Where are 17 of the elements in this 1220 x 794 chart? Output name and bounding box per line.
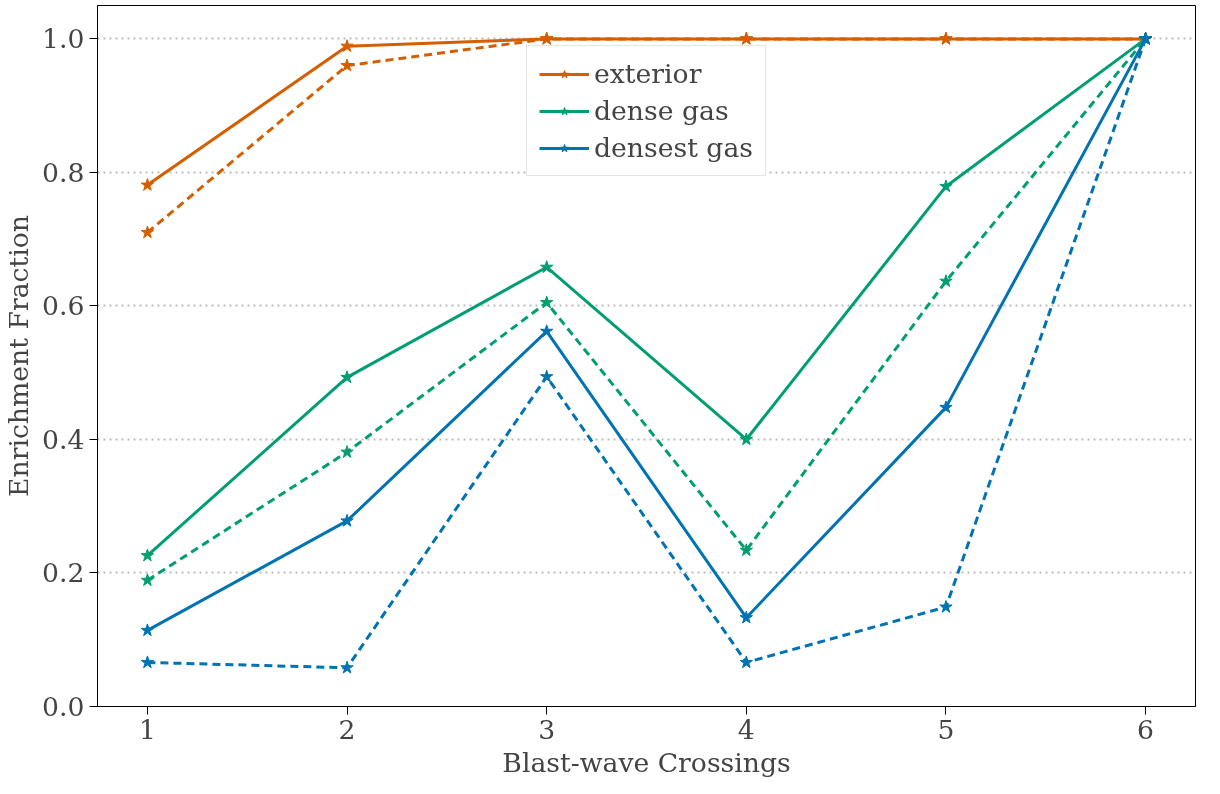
y-tick-label: 0.2 — [42, 557, 85, 589]
legend-label: densest gas — [594, 132, 753, 163]
y-tick-label: 0.4 — [42, 423, 85, 455]
x-tick-label: 4 — [737, 713, 755, 745]
legend-label: exterior — [594, 58, 702, 89]
x-tick-label: 2 — [338, 713, 356, 745]
legend-label: dense gas — [594, 95, 729, 126]
y-axis-title: Enrichment Fraction — [3, 215, 35, 497]
x-tick-label: 5 — [937, 713, 955, 745]
x-tick-label: 6 — [1137, 713, 1155, 745]
y-tick-label: 0.6 — [42, 290, 85, 322]
x-axis-title: Blast-wave Crossings — [502, 746, 791, 778]
y-tick-label: 0.8 — [42, 156, 85, 188]
x-tick-label: 1 — [138, 713, 156, 745]
x-tick-label: 3 — [538, 713, 556, 745]
y-tick-label: 1.0 — [42, 23, 85, 55]
y-tick-label: 0.0 — [42, 691, 85, 722]
